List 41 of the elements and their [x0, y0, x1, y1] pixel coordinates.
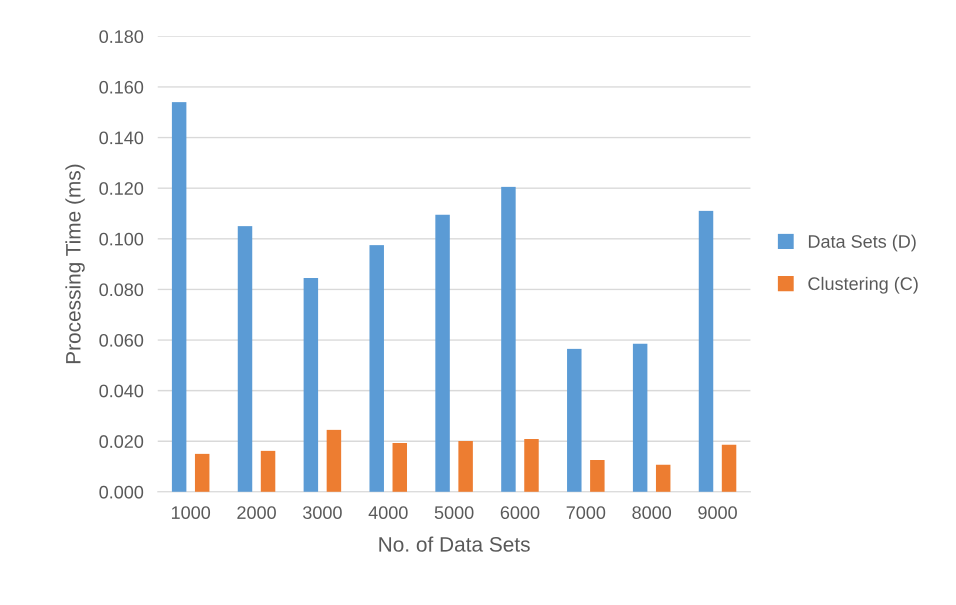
y-tick-label: 0.180	[99, 30, 144, 44]
x-tick-label: 7000	[566, 506, 606, 520]
bar	[632, 344, 648, 492]
x-tick-label: 9000	[698, 506, 737, 520]
x-tick-label: 5000	[434, 506, 474, 520]
y-tick-label: 0.000	[99, 486, 144, 499]
y-tick-label: 0.100	[99, 232, 144, 246]
bar	[722, 444, 736, 492]
bar	[458, 440, 473, 492]
y-tick-label: 0.060	[99, 334, 144, 347]
bar	[172, 102, 186, 492]
y-tick-label: 0.140	[99, 131, 144, 144]
x-tick-label: 4000	[368, 506, 408, 520]
bar	[567, 348, 582, 492]
y-tick-label: 0.080	[99, 283, 144, 296]
y-tick-label: 0.120	[99, 182, 144, 195]
bar	[524, 438, 539, 492]
x-tick-label: 1000	[172, 506, 210, 520]
bar	[194, 454, 210, 492]
bar	[656, 464, 670, 492]
bar	[435, 214, 450, 492]
x-tick-label: 2000	[237, 506, 276, 520]
x-tick-label: 3000	[302, 506, 342, 520]
x-axis-title: No. of Data Sets	[379, 536, 530, 552]
bar	[260, 450, 276, 492]
bar	[392, 443, 408, 492]
y-tick-label: 0.020	[99, 435, 144, 448]
x-tick-label: 8000	[632, 506, 672, 520]
y-axis-title: Processing Time (ms)	[65, 164, 85, 364]
bar	[304, 278, 318, 492]
bar	[501, 186, 516, 492]
bar	[590, 460, 605, 492]
legend-label: Clustering (C)	[808, 276, 918, 294]
y-tick-label: 0.160	[99, 80, 144, 94]
x-tick-label: 6000	[500, 506, 540, 520]
legend-label: Data Sets (D)	[808, 234, 916, 252]
y-tick-label: 0.040	[99, 384, 144, 398]
bar	[326, 430, 342, 492]
bar	[698, 210, 714, 492]
bar	[369, 245, 384, 492]
bar	[238, 226, 252, 492]
